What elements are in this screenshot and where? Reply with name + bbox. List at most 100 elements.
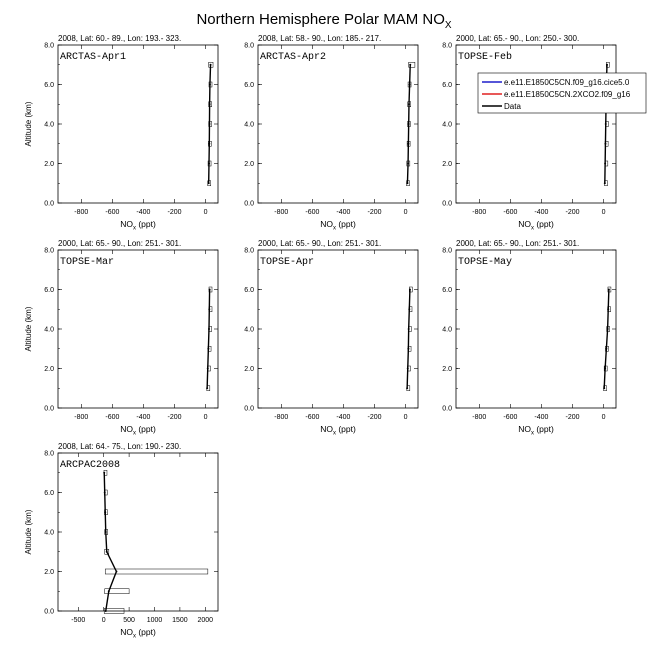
- legend-entry: e.e11.E1850C5CN.f09_g16.cice5.0: [504, 78, 630, 87]
- x-tick-label: 0: [404, 414, 408, 421]
- x-tick-label: 0: [404, 209, 408, 216]
- x-axis-label-main: NO: [320, 219, 333, 229]
- x-tick-label: -600: [503, 209, 517, 216]
- y-tick-label: 0.0: [44, 406, 54, 413]
- x-tick-label: -600: [105, 209, 119, 216]
- x-axis-label: NOx (ppt): [518, 219, 554, 232]
- plot-frame: [257, 44, 419, 204]
- data-point: [105, 550, 108, 553]
- data-point: [408, 308, 411, 311]
- data-point: [104, 511, 107, 514]
- data-point: [604, 367, 607, 370]
- x-axis-label-unit: (ppt): [534, 424, 554, 434]
- profile-line: [103, 472, 118, 612]
- x-axis-label-main: NO: [518, 219, 531, 229]
- data-point: [603, 182, 606, 185]
- figure-title-main: Northern Hemisphere Polar MAM NO: [196, 11, 444, 28]
- x-tick-label: -400: [136, 209, 150, 216]
- plot-frame: [455, 44, 617, 204]
- campaign-label: TOPSE-May: [458, 257, 512, 268]
- figure-title-subscript: X: [445, 20, 452, 31]
- y-tick-label: 8.0: [244, 248, 254, 255]
- data-point: [208, 83, 211, 86]
- data-point: [603, 387, 606, 390]
- data-point: [207, 328, 210, 330]
- data-point: [607, 308, 610, 311]
- y-tick-label: 4.0: [442, 327, 452, 334]
- data-point: [103, 471, 106, 474]
- x-axis-label-subscript: x: [133, 226, 136, 232]
- data-point: [406, 387, 409, 390]
- data-point: [209, 63, 212, 66]
- data-point: [207, 347, 210, 350]
- x-axis-label-unit: (ppt): [136, 627, 156, 637]
- data-point: [207, 162, 210, 165]
- x-axis-label-main: NO: [120, 424, 133, 434]
- data-point: [408, 288, 411, 291]
- y-tick-label: 4.0: [244, 327, 254, 334]
- chart-panel-2: 2008, Lat: 58.- 90., Lon: 185.- 217. -800…: [244, 34, 419, 232]
- data-point: [406, 367, 409, 370]
- x-tick-label: 2000: [198, 617, 214, 624]
- x-tick-label: 0: [102, 617, 106, 624]
- data-point: [208, 308, 211, 311]
- range-box: [408, 62, 416, 68]
- data-point: [208, 142, 211, 145]
- data-point: [407, 123, 410, 125]
- x-axis-label-main: NO: [320, 424, 333, 434]
- plot-frame: [57, 44, 219, 204]
- data-point: [115, 570, 118, 573]
- x-tick-label: -500: [71, 617, 85, 624]
- data-point: [407, 162, 410, 165]
- y-tick-label: 2.0: [442, 366, 452, 373]
- profile-line: [603, 289, 610, 389]
- campaign-label: TOPSE-Mar: [60, 257, 114, 268]
- x-axis-label: NOx (ppt): [320, 424, 356, 437]
- x-tick-label: -200: [367, 209, 381, 216]
- data-point: [604, 123, 607, 125]
- x-tick-label: -200: [565, 209, 579, 216]
- y-tick-label: 0.0: [244, 406, 254, 413]
- x-axis-label-main: NO: [518, 424, 531, 434]
- x-tick-label: -400: [534, 209, 548, 216]
- range-box: [104, 588, 130, 594]
- data-point: [104, 610, 107, 612]
- x-axis-label-unit: (ppt): [336, 424, 356, 434]
- chart-panel-6: 2000, Lat: 65.- 90., Lon: 251.- 301. -800…: [442, 239, 617, 437]
- data-point: [409, 63, 412, 66]
- legend-entry: Data: [504, 102, 521, 111]
- range-box: [103, 608, 125, 614]
- x-axis-label-subscript: x: [333, 431, 336, 437]
- x-tick-label: -800: [74, 414, 88, 421]
- legend-box: [477, 72, 647, 114]
- figure-title: Northern Hemisphere Polar MAM NOX: [196, 11, 451, 31]
- y-tick-label: 2.0: [44, 161, 54, 168]
- y-tick-label: 4.0: [44, 530, 54, 537]
- panel-header: 2000, Lat: 65.- 90., Lon: 251.- 301.: [456, 239, 579, 248]
- y-axis-label: Altitude (km): [24, 306, 33, 351]
- x-axis-label-subscript: x: [531, 226, 534, 232]
- y-tick-label: 4.0: [44, 327, 54, 334]
- data-point: [604, 162, 607, 165]
- data-point: [206, 387, 209, 390]
- plot-frame: [455, 249, 617, 409]
- x-tick-label: 0: [602, 414, 606, 421]
- y-tick-label: 8.0: [44, 248, 54, 255]
- x-tick-label: 0: [602, 209, 606, 216]
- data-point: [407, 103, 410, 106]
- y-tick-label: 6.0: [44, 490, 54, 497]
- x-tick-label: 1000: [147, 617, 163, 624]
- x-tick-label: 0: [204, 414, 208, 421]
- x-tick-label: -400: [136, 414, 150, 421]
- data-point: [104, 531, 107, 533]
- chart-panel-5: 2000, Lat: 65.- 90., Lon: 251.- 301. -800…: [244, 239, 419, 437]
- x-tick-label: -600: [305, 209, 319, 216]
- plot-frame: [257, 249, 419, 409]
- y-tick-label: 4.0: [44, 122, 54, 129]
- y-tick-label: 2.0: [44, 569, 54, 576]
- data-point: [208, 288, 211, 291]
- x-axis-label-main: NO: [120, 627, 133, 637]
- profile-line: [406, 289, 411, 389]
- x-axis-label-main: NO: [120, 219, 133, 229]
- x-tick-label: -600: [305, 414, 319, 421]
